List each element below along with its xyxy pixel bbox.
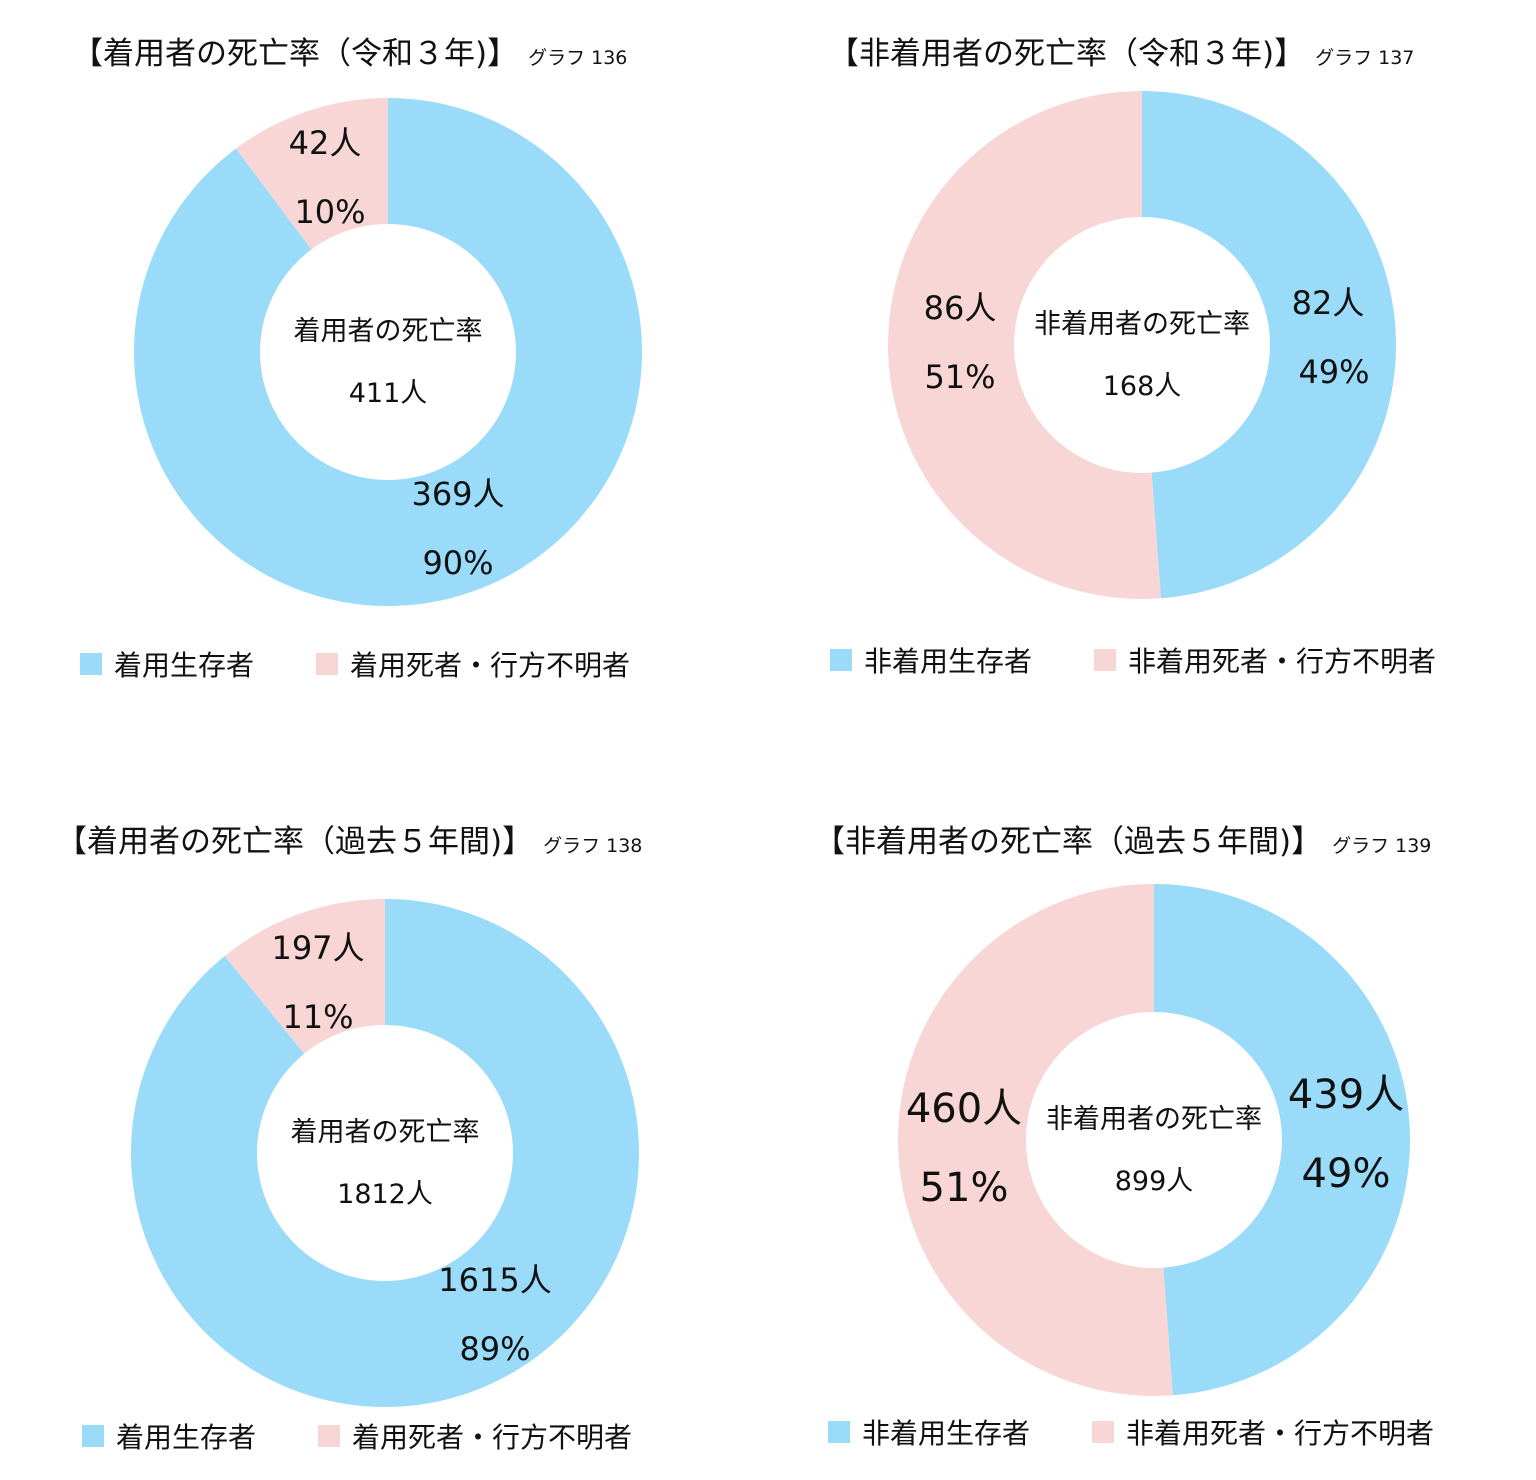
center-label: 着用者の死亡率 [294,316,483,347]
data-label-percent: 11% [282,998,353,1036]
donut-chart: 非着用者の死亡率 899人 439人 49% 460人 51% [898,884,1410,1396]
data-label-count: 86人 [924,289,997,327]
donut-slice-deceased [888,91,1161,600]
center-label: 着用者の死亡率 [291,1117,480,1148]
data-label-count: 1615人 [438,1261,551,1299]
center-label: 非着用者の死亡率 [1046,1104,1262,1135]
chart-title-text: 【着用者の死亡率（過去５年間)】 [56,824,534,860]
data-label-percent: 90% [422,544,493,582]
legend-label-deceased: 非着用死者・行方不明者 [1126,1417,1435,1450]
chart-number: グラフ 137 [1315,47,1415,69]
legend-item-deceased: 着用死者・行方不明者 [316,644,630,684]
center-label: 非着用者の死亡率 [1034,309,1250,340]
legend-item-survivor: 着用生存者 [82,1416,256,1456]
center-total: 1812人 [337,1179,433,1210]
legend-item-deceased: 非着用死者・行方不明者 [1092,1412,1434,1452]
chart-number: グラフ 138 [543,835,643,857]
data-label-percent: 49% [1302,1151,1391,1197]
legend-swatch-deceased [1094,649,1117,671]
donut-slice-deceased [898,884,1173,1396]
center-total: 168人 [1103,371,1182,402]
chart-number: グラフ 136 [528,47,628,69]
chart-title-text: 【非着用者の死亡率（過去５年間)】 [814,824,1323,860]
legend-swatch-survivor [80,653,102,675]
chart-title-text: 【非着用者の死亡率（令和３年)】 [828,36,1306,72]
center-total: 899人 [1115,1166,1194,1197]
donut-slice-survivor [134,98,642,606]
legend-label-deceased: 着用死者・行方不明者 [350,649,631,682]
legend-item-survivor: 着用生存者 [80,644,254,684]
legend-label-survivor: 非着用生存者 [864,645,1033,678]
legend-label-survivor: 着用生存者 [116,1421,257,1454]
data-label-count: 369人 [411,475,504,513]
legend-swatch-deceased [316,653,339,675]
center-total: 411人 [349,378,428,409]
chart-number: グラフ 139 [1332,835,1432,857]
data-label-percent: 10% [294,193,365,231]
donut-slice-survivor [130,899,640,1407]
chart-panel-136: 【着用者の死亡率（令和３年)】 グラフ 136 着用者の死亡率 411人 369人 90… [0,0,768,740]
legend-label-survivor: 非着用生存者 [862,1417,1031,1450]
donut-chart: 着用者の死亡率 411人 369人 90% 42人 10% [134,98,642,606]
chart-panel-137: 【非着用者の死亡率（令和３年)】 グラフ 137 非着用者の死亡率 168人 82人 4… [768,0,1536,740]
chart-legend: 非着用生存者 非着用死者・行方不明者 [828,1412,1496,1452]
donut-slice-deceased [235,98,388,250]
chart-legend: 着用生存者 着用死者・行方不明者 [82,1416,694,1456]
data-label-count: 439人 [1288,1072,1404,1118]
legend-swatch-deceased [318,1425,341,1447]
legend-swatch-survivor [828,1421,850,1443]
chart-title: 【非着用者の死亡率（過去５年間)】 グラフ 139 [814,816,1431,861]
donut-slice-deceased [224,899,385,1054]
legend-item-survivor: 非着用生存者 [830,640,1032,680]
chart-title: 【着用者の死亡率（過去５年間)】 グラフ 138 [56,816,642,861]
chart-title: 【着用者の死亡率（令和３年)】 グラフ 136 [72,28,627,73]
data-label-percent: 51% [924,358,995,396]
data-label-count: 460人 [906,1086,1022,1132]
legend-swatch-deceased [1092,1421,1115,1443]
chart-panel-139: 【非着用者の死亡率（過去５年間)】 グラフ 139 非着用者の死亡率 899人 439… [768,740,1536,1480]
chart-legend: 着用生存者 着用死者・行方不明者 [80,644,692,684]
legend-label-deceased: 着用死者・行方不明者 [352,1421,633,1454]
donut-chart: 着用者の死亡率 1812人 1615人 89% 197人 11% [130,899,640,1407]
legend-item-deceased: 着用死者・行方不明者 [318,1416,632,1456]
chart-title-text: 【着用者の死亡率（令和３年)】 [72,36,519,72]
donut-slice-survivor [1154,884,1410,1396]
legend-swatch-survivor [830,649,852,671]
legend-item-survivor: 非着用生存者 [828,1412,1030,1452]
data-label-percent: 51% [920,1165,1009,1211]
donut-slice-survivor [1142,91,1397,599]
legend-label-deceased: 非着用死者・行方不明者 [1128,645,1437,678]
data-label-count: 82人 [1292,284,1365,322]
data-label-percent: 49% [1298,353,1369,391]
chart-legend: 非着用生存者 非着用死者・行方不明者 [830,640,1498,680]
legend-swatch-survivor [82,1425,104,1447]
legend-label-survivor: 着用生存者 [114,649,255,682]
data-label-count: 197人 [271,929,364,967]
legend-item-deceased: 非着用死者・行方不明者 [1094,640,1436,680]
chart-panel-138: 【着用者の死亡率（過去５年間)】 グラフ 138 着用者の死亡率 1812人 1615… [0,740,768,1480]
chart-title: 【非着用者の死亡率（令和３年)】 グラフ 137 [828,28,1414,73]
data-label-count: 42人 [289,124,362,162]
donut-chart: 非着用者の死亡率 168人 82人 49% 86人 51% [888,91,1397,600]
data-label-percent: 89% [459,1330,530,1368]
